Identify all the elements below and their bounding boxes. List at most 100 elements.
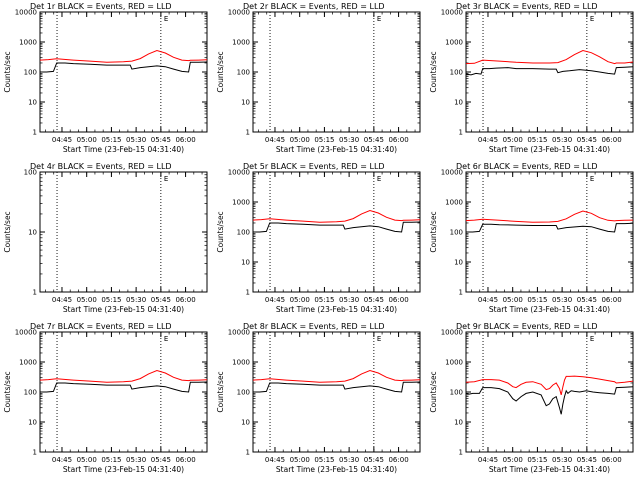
flag-marker: E xyxy=(590,175,594,183)
x-tick-label: 05:15 xyxy=(314,136,334,144)
chart-title: Det 6r BLACK = Events, RED = LLD xyxy=(456,162,598,171)
x-tick-label: 04:45 xyxy=(52,456,72,464)
chart-panel-3: Det 3r BLACK = Events, RED = LLD 1 10 100 10… xyxy=(429,2,634,154)
plot-frame xyxy=(39,11,208,133)
x-tick-label: 05:30 xyxy=(339,456,359,464)
y-tick-label: 1000 xyxy=(19,39,37,47)
x-tick-label: 05:30 xyxy=(552,136,572,144)
y-axis-label: Counts/sec xyxy=(216,51,225,92)
x-tick-label: 05:45 xyxy=(151,296,171,304)
x-tick-label: 04:45 xyxy=(265,136,285,144)
x-tick-label: 05:45 xyxy=(577,456,597,464)
plot-frame xyxy=(252,331,421,453)
plot-frame xyxy=(39,171,208,293)
chart-panel-1: Det 1r BLACK = Events, RED = LLD 1 10 100 10… xyxy=(3,2,208,154)
x-tick-label: 05:15 xyxy=(314,296,334,304)
y-axis-label: Counts/sec xyxy=(429,51,438,92)
plot-frame xyxy=(465,331,634,453)
y-tick-label: 10000 xyxy=(15,329,37,337)
y-tick-label: 10000 xyxy=(15,9,37,17)
y-tick-label: 100 xyxy=(24,69,37,77)
x-tick-label: 05:00 xyxy=(503,136,523,144)
x-tick-label: 05:30 xyxy=(552,296,572,304)
y-axis-label: Counts/sec xyxy=(429,371,438,412)
y-tick-label: 10000 xyxy=(441,9,463,17)
events-series-line xyxy=(465,386,634,415)
x-tick-label: 05:45 xyxy=(151,136,171,144)
y-tick-label: 100 xyxy=(237,389,250,397)
y-tick-label: 10000 xyxy=(228,329,250,337)
y-tick-label: 100 xyxy=(450,69,463,77)
y-tick-label: 10000 xyxy=(228,9,250,17)
x-axis-label: Start Time (23-Feb-15 04:31:40) xyxy=(63,305,184,314)
y-tick-label: 1 xyxy=(246,449,250,457)
y-axis-label: Counts/sec xyxy=(216,211,225,252)
y-axis-label: Counts/sec xyxy=(3,211,12,252)
chart-title: Det 7r BLACK = Events, RED = LLD xyxy=(30,322,172,331)
y-tick-label: 10 xyxy=(454,99,463,107)
y-tick-label: 1000 xyxy=(232,359,250,367)
x-tick-label: 04:45 xyxy=(478,296,498,304)
x-tick-label: 05:30 xyxy=(126,296,146,304)
lld-series-line xyxy=(39,49,208,63)
y-tick-label: 100 xyxy=(237,69,250,77)
x-tick-label: 05:15 xyxy=(314,456,334,464)
plot-frame xyxy=(252,11,421,133)
x-tick-label: 04:45 xyxy=(52,296,72,304)
lld-series-line xyxy=(252,209,421,223)
chart-panel-7: Det 7r BLACK = Events, RED = LLD 1 10 100 10… xyxy=(3,322,208,474)
y-tick-label: 10 xyxy=(28,419,37,427)
x-tick-label: 06:00 xyxy=(601,456,621,464)
x-tick-label: 05:45 xyxy=(577,136,597,144)
chart-title: Det 5r BLACK = Events, RED = LLD xyxy=(243,162,385,171)
x-axis-label: Start Time (23-Feb-15 04:31:40) xyxy=(276,305,397,314)
y-tick-label: 10000 xyxy=(228,169,250,177)
x-tick-label: 05:15 xyxy=(527,136,547,144)
plot-frame xyxy=(465,171,634,293)
y-tick-label: 1000 xyxy=(19,359,37,367)
y-tick-label: 10 xyxy=(28,99,37,107)
x-tick-label: 04:45 xyxy=(478,136,498,144)
flag-marker: E xyxy=(164,335,168,343)
chart-title: Det 1r BLACK = Events, RED = LLD xyxy=(30,2,172,11)
x-tick-label: 05:45 xyxy=(577,296,597,304)
events-series-line xyxy=(466,222,634,233)
y-tick-label: 10 xyxy=(454,419,463,427)
x-axis-label: Start Time (23-Feb-15 04:31:40) xyxy=(276,465,397,474)
x-tick-label: 06:00 xyxy=(175,136,195,144)
x-axis-label: Start Time (23-Feb-15 04:31:40) xyxy=(489,305,610,314)
x-axis-label: Start Time (23-Feb-15 04:31:40) xyxy=(489,465,610,474)
x-tick-label: 06:00 xyxy=(388,456,408,464)
x-tick-label: 05:15 xyxy=(101,296,121,304)
chart-title: Det 8r BLACK = Events, RED = LLD xyxy=(243,322,385,331)
x-tick-label: 05:15 xyxy=(527,456,547,464)
y-tick-label: 100 xyxy=(24,389,37,397)
x-tick-label: 06:00 xyxy=(175,296,195,304)
x-tick-label: 06:00 xyxy=(175,456,195,464)
lld-series-line xyxy=(465,210,634,223)
x-axis-label: Start Time (23-Feb-15 04:31:40) xyxy=(63,145,184,154)
x-tick-label: 05:30 xyxy=(552,456,572,464)
x-tick-label: 05:30 xyxy=(126,136,146,144)
chart-panel-8: Det 8r BLACK = Events, RED = LLD 1 10 100 10… xyxy=(216,322,421,474)
y-tick-label: 1 xyxy=(459,129,463,137)
y-tick-label: 1 xyxy=(33,289,37,297)
events-series-line xyxy=(253,221,421,233)
x-tick-label: 04:45 xyxy=(265,296,285,304)
x-tick-label: 06:00 xyxy=(601,296,621,304)
y-tick-label: 100 xyxy=(237,229,250,237)
chart-title: Det 2r BLACK = Events, RED = LLD xyxy=(243,2,385,11)
y-tick-label: 1 xyxy=(459,449,463,457)
plot-frame xyxy=(252,171,421,293)
x-tick-label: 05:45 xyxy=(364,456,384,464)
y-tick-label: 100 xyxy=(24,169,37,177)
x-tick-label: 05:00 xyxy=(77,456,97,464)
x-tick-label: 05:30 xyxy=(126,456,146,464)
x-tick-label: 05:00 xyxy=(290,136,310,144)
y-tick-label: 1 xyxy=(246,289,250,297)
x-tick-label: 05:00 xyxy=(503,296,523,304)
flag-marker: E xyxy=(377,175,381,183)
x-tick-label: 05:00 xyxy=(77,296,97,304)
y-axis-label: Counts/sec xyxy=(3,51,12,92)
y-tick-label: 10 xyxy=(241,419,250,427)
